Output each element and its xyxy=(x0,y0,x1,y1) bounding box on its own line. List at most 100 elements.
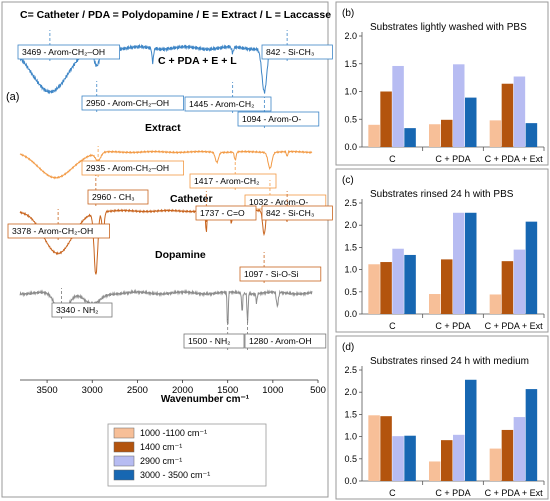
x-tick-label: 3500 xyxy=(37,385,58,396)
y-tick-label: 2.0 xyxy=(344,220,357,230)
y-tick-label: 0.5 xyxy=(344,454,357,464)
x-tick-label: 500 xyxy=(310,385,326,396)
bar xyxy=(525,389,538,481)
bar xyxy=(404,128,416,147)
bar xyxy=(380,91,392,147)
legend-entry: 3000 - 3500 cm⁻¹ xyxy=(140,470,210,480)
panel-a-label: (a) xyxy=(6,91,19,103)
series-label-extract: Extract xyxy=(145,122,181,134)
category-label: C + PDA xyxy=(435,488,470,498)
y-tick-label: 2.5 xyxy=(344,365,357,375)
y-tick-label: 0.0 xyxy=(344,476,357,486)
y-tick-label: 1.0 xyxy=(344,432,357,442)
bar xyxy=(441,119,453,147)
peak-annotation-box xyxy=(17,44,120,60)
panel-label: (b) xyxy=(342,8,354,19)
y-tick-label: 2.0 xyxy=(344,31,357,41)
category-label: C xyxy=(389,321,396,331)
bar xyxy=(392,436,404,481)
peak-annotation-box xyxy=(261,205,333,221)
category-label: C xyxy=(389,488,396,498)
bar-chart-title: Substrates lightly washed with PBS xyxy=(370,22,527,33)
bar xyxy=(392,248,404,314)
bar xyxy=(453,212,465,314)
x-tick-label: 3000 xyxy=(82,385,103,396)
bar xyxy=(501,261,514,314)
peak-annotation-box xyxy=(81,160,184,176)
peak-annotation-label: 1094 - Arom-O- xyxy=(242,114,301,124)
bar xyxy=(501,429,514,481)
bar xyxy=(453,64,465,147)
bar xyxy=(368,264,380,314)
y-tick-label: 2.0 xyxy=(344,387,357,397)
bar xyxy=(501,83,514,147)
x-tick-label: 2500 xyxy=(127,385,148,396)
peak-annotation-box xyxy=(7,223,110,239)
y-tick-label: 1.5 xyxy=(344,59,357,69)
panel-label: (c) xyxy=(342,175,354,186)
bar xyxy=(489,294,502,314)
peak-annotation-label: 842 - Si-CH₃ xyxy=(266,208,315,218)
category-label: C + PDA + Ext xyxy=(485,154,544,164)
y-tick-label: 0.0 xyxy=(344,142,357,152)
peak-annotation-box xyxy=(81,95,184,111)
peak-annotation-label: 2950 - Arom-CH₂–OH xyxy=(86,98,169,108)
y-tick-label: 0.0 xyxy=(344,309,357,319)
category-label: C + PDA + Ext xyxy=(485,321,544,331)
x-tick-label: 1500 xyxy=(217,385,238,396)
legend-swatch xyxy=(113,469,135,481)
peak-annotation-label: 3340 - NH₂ xyxy=(56,305,99,315)
peak-annotation-label: 1032 - Arom-O- xyxy=(249,197,308,207)
peak-annotation-box xyxy=(244,333,327,349)
series-label-cpdael: C + PDA + E + L xyxy=(158,55,237,67)
bar xyxy=(380,262,392,314)
bar xyxy=(465,97,477,147)
peak-annotation-box xyxy=(184,96,272,112)
peak-annotation-label: 1097 - Si-O-Si xyxy=(244,269,299,279)
peak-annotation-box xyxy=(195,205,257,221)
peak-annotation-box xyxy=(183,333,245,349)
legend-swatch xyxy=(113,427,135,439)
spectrum-line-catheter xyxy=(19,208,313,275)
category-label: C + PDA xyxy=(435,154,470,164)
peak-annotation-label: 1500 - NH₂ xyxy=(188,336,231,346)
y-tick-label: 0.5 xyxy=(344,114,357,124)
peak-annotation-box xyxy=(87,189,149,205)
peak-annotation-label: 1445 - Arom-CH₂ xyxy=(189,99,254,109)
x-tick-label: 1000 xyxy=(262,385,283,396)
bar-chart-title: Substrates rinsed 24 h with PBS xyxy=(370,189,514,200)
peak-annotation-label: 1417 - Arom-CH₂ xyxy=(194,176,259,186)
peak-annotation-box xyxy=(189,173,277,189)
bar xyxy=(380,416,392,481)
legend-swatch xyxy=(113,441,135,453)
bar xyxy=(453,434,465,481)
legend-entry: 1000 -1100 cm⁻¹ xyxy=(140,428,207,438)
series-label-dopamine: Dopamine xyxy=(155,249,206,261)
category-label: C + PDA + Ext xyxy=(485,488,544,498)
peak-annotation-label: 3378 - Arom-CH₂-OH xyxy=(12,226,93,236)
peak-annotation-box xyxy=(261,44,333,60)
bar xyxy=(368,415,380,481)
x-tick-label: 2000 xyxy=(172,385,193,396)
axis-label-x: Wavenumber cm⁻¹ xyxy=(161,394,250,405)
peak-annotation-label: 1280 - Arom-OH xyxy=(249,336,312,346)
bar xyxy=(404,435,416,481)
peak-annotation-box xyxy=(237,111,320,127)
bar xyxy=(404,254,416,314)
legend-entry: 2900 cm⁻¹ xyxy=(140,456,182,466)
legend-swatch xyxy=(113,455,135,467)
peak-annotation-box xyxy=(239,266,322,282)
bar xyxy=(513,417,526,481)
peak-annotation-label: 1737 - C=O xyxy=(200,208,245,218)
peak-annotation-label: 3469 - Arom-CH₂–OH xyxy=(22,47,105,57)
bar xyxy=(441,259,453,314)
panel-a-frame xyxy=(1,1,329,498)
bar-chart-title: Substrates rinsed 24 h with medium xyxy=(370,356,529,367)
spectrum-line-cpdael xyxy=(19,43,313,95)
peak-annotation-label: 2960 - CH₃ xyxy=(92,192,135,202)
bar-panels: (b) Substrates lightly washed with PBS 0.0… xyxy=(342,8,545,498)
y-tick-label: 1.5 xyxy=(344,409,357,419)
legend-entry: 1400 cm⁻¹ xyxy=(140,442,182,452)
bar xyxy=(525,123,538,147)
